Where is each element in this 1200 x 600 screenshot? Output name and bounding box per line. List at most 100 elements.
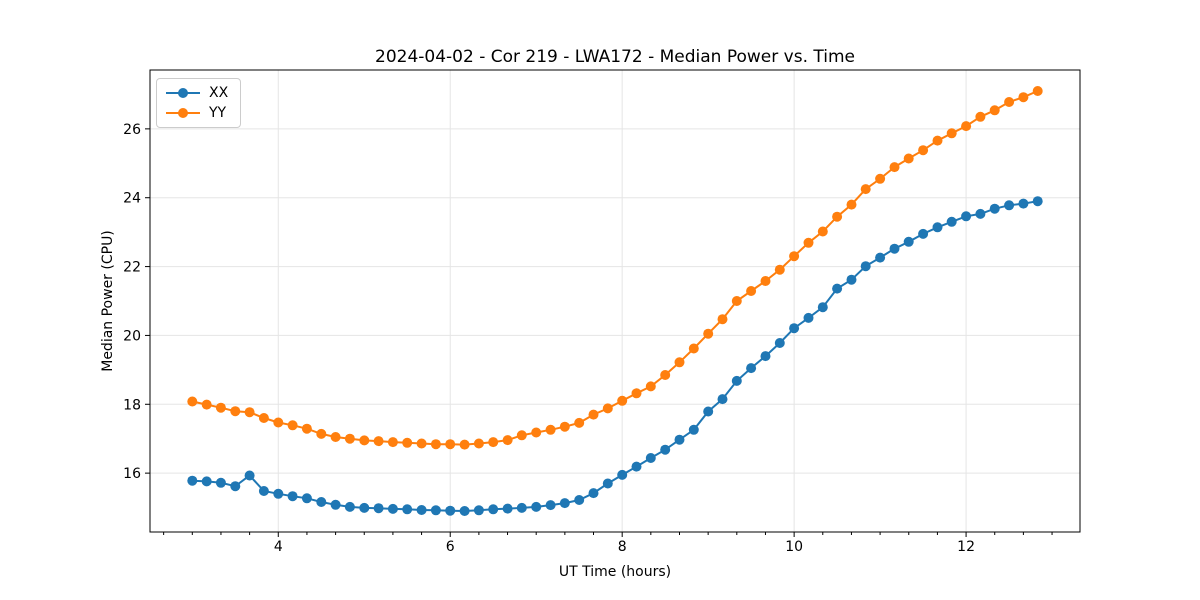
data-point <box>1018 198 1029 209</box>
data-point <box>817 226 828 237</box>
data-point <box>602 403 613 414</box>
data-point <box>516 430 527 441</box>
data-point <box>645 381 656 392</box>
legend: XX YY <box>156 78 242 128</box>
data-point <box>373 436 384 447</box>
data-point <box>215 477 226 488</box>
data-point <box>459 506 470 516</box>
data-point <box>559 421 570 432</box>
data-point <box>258 486 269 496</box>
data-point <box>330 499 341 510</box>
data-point <box>445 505 456 516</box>
data-point <box>846 274 857 285</box>
data-point <box>574 417 585 428</box>
data-point <box>832 211 843 222</box>
y-tick-label: 22 <box>123 260 141 276</box>
data-point <box>660 444 671 455</box>
data-point <box>344 501 355 512</box>
data-point <box>1032 86 1043 96</box>
data-point <box>258 413 269 423</box>
y-tick-label: 26 <box>123 122 141 138</box>
data-point <box>287 491 298 502</box>
data-point <box>674 357 685 368</box>
data-point <box>703 328 714 339</box>
data-point <box>746 286 757 296</box>
data-point <box>961 121 972 132</box>
data-point <box>731 375 742 386</box>
data-point <box>1018 92 1029 103</box>
data-point <box>803 237 814 248</box>
x-tick-label: 4 <box>274 539 283 555</box>
axis-tick-labels: 4 6 8 10 12 16 18 20 22 24 26 <box>123 122 975 555</box>
data-point <box>774 264 785 275</box>
data-point <box>502 503 513 514</box>
data-point <box>1004 97 1015 107</box>
data-point <box>989 105 1000 116</box>
data-point <box>473 505 484 516</box>
data-point <box>989 203 1000 214</box>
data-point <box>875 173 886 184</box>
data-point <box>932 222 943 233</box>
data-point <box>445 439 456 450</box>
data-point <box>903 153 914 164</box>
grid-lines <box>150 70 1080 532</box>
y-tick-label: 18 <box>123 397 141 413</box>
data-point <box>545 424 556 435</box>
data-point <box>961 211 972 222</box>
data-point <box>230 481 241 492</box>
data-point <box>387 437 398 448</box>
axes-frame <box>149 69 1081 533</box>
x-axis-label: UT Time (hours) <box>559 564 671 580</box>
data-point <box>316 497 327 507</box>
data-point <box>187 396 198 407</box>
data-point <box>215 402 226 413</box>
data-point <box>402 437 413 448</box>
data-point <box>516 502 527 513</box>
data-point <box>430 439 441 450</box>
data-point <box>674 434 685 445</box>
data-point <box>932 135 943 146</box>
legend-label-yy: YY <box>209 105 227 121</box>
data-point <box>416 438 427 449</box>
data-point <box>488 504 499 515</box>
data-point <box>846 199 857 210</box>
series-line <box>192 90 1039 446</box>
data-point <box>860 261 871 272</box>
data-point <box>574 495 585 505</box>
data-point <box>602 478 613 489</box>
data-point <box>187 475 198 486</box>
series-yy <box>187 86 1043 450</box>
data-point <box>760 276 771 286</box>
data-point <box>703 406 714 417</box>
data-point <box>1004 200 1015 211</box>
data-point <box>359 502 370 513</box>
data-point <box>617 395 628 406</box>
data-point <box>918 145 929 156</box>
data-point <box>975 111 986 122</box>
data-point <box>875 252 886 263</box>
data-point <box>488 437 499 448</box>
y-tick-label: 16 <box>123 466 141 482</box>
data-point <box>903 236 914 247</box>
data-point <box>688 424 699 435</box>
data-point <box>402 504 413 515</box>
data-point <box>1032 196 1043 207</box>
data-series <box>187 86 1043 516</box>
data-point <box>373 503 384 514</box>
data-point <box>631 461 642 472</box>
data-point <box>244 407 255 418</box>
x-tick-label: 12 <box>957 539 975 555</box>
data-point <box>502 435 513 446</box>
data-point <box>387 503 398 514</box>
data-point <box>473 438 484 449</box>
legend-entry-xx: XX <box>166 86 228 100</box>
data-point <box>746 363 757 374</box>
data-point <box>817 302 828 313</box>
data-point <box>287 420 298 431</box>
data-point <box>430 505 441 516</box>
data-point <box>531 501 542 512</box>
data-point <box>531 427 542 438</box>
data-point <box>545 500 556 511</box>
data-point <box>946 216 957 227</box>
